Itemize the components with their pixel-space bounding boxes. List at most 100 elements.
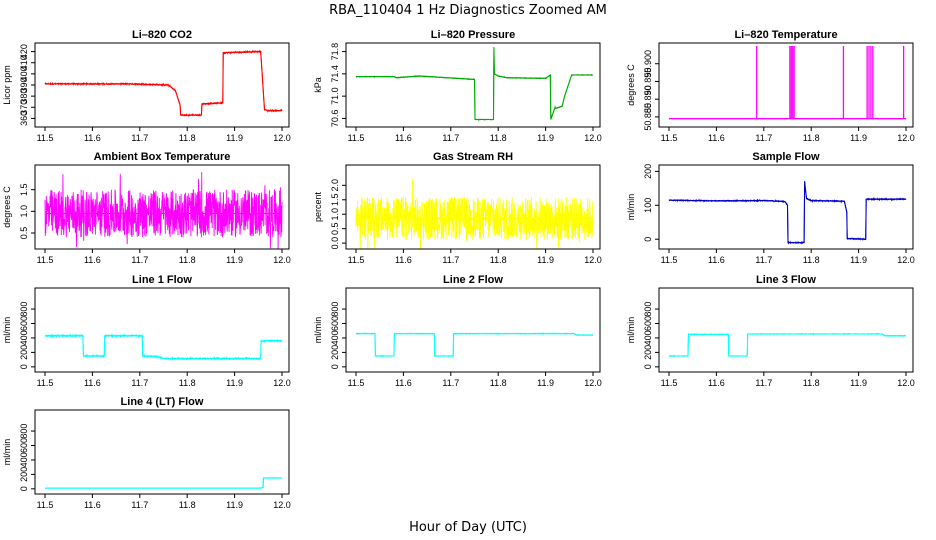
chart-panel: Li–820 Pressure kPa 11.5 11.6 11.7 11.8 11.9 12…	[313, 29, 602, 143]
series-group	[44, 49, 283, 118]
y-tick-label: 100	[643, 198, 653, 213]
series-line	[668, 332, 907, 358]
x-tick-label: 12.0	[584, 378, 602, 388]
x-tick-label: 11.8	[803, 255, 820, 265]
series-line	[44, 333, 283, 362]
x-tick-label: 11.5	[348, 133, 365, 143]
x-tick-label: 11.7	[442, 255, 459, 265]
x-tick-label: 11.5	[37, 133, 54, 143]
x-tick-label: 12.0	[584, 255, 602, 265]
x-tick-label: 11.8	[490, 255, 507, 265]
series-step-edges	[356, 47, 593, 121]
y-tick-label: 2.0	[330, 179, 340, 192]
y-tick-label: 70.6	[330, 110, 340, 128]
chart-title: Li–820 Temperature	[734, 29, 837, 41]
chart-panel: Line 3 Flow ml/min 11.5 11.6 11.7 11.8 11.9 12.…	[626, 274, 915, 388]
x-tick-label: 11.5	[348, 378, 365, 388]
figure-x-axis-label: Hour of Day (UTC)	[409, 520, 527, 535]
series-group	[668, 181, 907, 245]
panels-grid: Li–820 CO2 Licor ppm 11.5 11.6 11.7 11.8 11.9 1…	[2, 29, 915, 510]
chart-title: Gas Stream RH	[433, 151, 513, 163]
x-tick-label: 11.5	[37, 378, 54, 388]
chart-title: Li–820 CO2	[132, 29, 192, 41]
x-tick-label: 11.6	[708, 378, 725, 388]
series-group	[355, 47, 594, 122]
x-tick-label: 11.6	[395, 255, 412, 265]
y-axis-label: ml/min	[626, 317, 636, 344]
x-tick-label: 11.8	[803, 133, 820, 143]
plot-frame	[345, 42, 601, 128]
y-tick-label: 400	[330, 330, 340, 345]
plot-frame	[658, 42, 914, 128]
series-group	[355, 178, 594, 249]
x-tick-label: 11.5	[661, 133, 678, 143]
y-tick-label: 1.0	[19, 205, 29, 218]
y-tick-label: 800	[643, 302, 653, 317]
x-tick-label: 11.9	[850, 378, 867, 388]
y-axis-label: percent	[313, 191, 323, 222]
x-tick-label: 11.5	[37, 255, 54, 265]
y-tick-label: 600	[19, 438, 29, 453]
series-group	[669, 46, 906, 120]
series-group	[45, 477, 282, 489]
y-axis-label: ml/min	[2, 317, 12, 344]
x-tick-label: 11.5	[661, 255, 678, 265]
x-tick-label: 11.7	[755, 378, 772, 388]
y-tick-label: 800	[19, 424, 29, 439]
chart-title: Ambient Box Temperature	[94, 151, 231, 163]
y-tick-label: 600	[330, 316, 340, 331]
y-axis-label: ml/min	[626, 194, 636, 221]
x-tick-label: 11.8	[490, 378, 507, 388]
y-tick-label: 200	[643, 164, 653, 179]
y-tick-label: 600	[643, 316, 653, 331]
x-tick-label: 11.6	[395, 133, 412, 143]
y-tick-label: 200	[19, 467, 29, 482]
chart-title: Line 3 Flow	[756, 274, 816, 286]
y-tick-label: 400	[19, 330, 29, 345]
y-tick-label: 410	[19, 55, 29, 70]
x-tick-label: 11.9	[850, 255, 867, 265]
series-step-edges	[668, 181, 906, 244]
plot-frame	[658, 164, 914, 250]
x-tick-label: 11.9	[850, 133, 867, 143]
x-tick-label: 11.9	[537, 255, 554, 265]
x-tick-label: 11.6	[84, 133, 101, 143]
series-step-edges	[45, 335, 282, 360]
series-line	[355, 331, 594, 358]
series-step-edges	[356, 333, 593, 357]
x-tick-label: 11.8	[179, 133, 196, 143]
figure-title: RBA_110404 1 Hz Diagnostics Zoomed AM	[329, 3, 607, 18]
x-tick-label: 11.9	[226, 500, 243, 510]
series-line	[45, 477, 282, 489]
x-tick-label: 11.7	[131, 255, 148, 265]
x-tick-label: 11.6	[84, 500, 101, 510]
x-tick-label: 11.8	[490, 133, 507, 143]
x-tick-label: 11.8	[803, 378, 820, 388]
chart-panel: Li–820 Temperature degrees C 11.5 11.6 11.7 1…	[626, 29, 915, 143]
y-tick-label: 400	[19, 452, 29, 467]
chart-panel: Line 2 Flow ml/min 11.5 11.6 11.7 11.8 11.9 12.…	[313, 274, 602, 388]
plot-frame	[658, 287, 914, 373]
y-tick-label: 390	[19, 77, 29, 92]
y-tick-label: 400	[643, 330, 653, 345]
series-group	[44, 172, 283, 249]
chart-panel: Sample Flow ml/min 11.5 11.6 11.7 11.8 11.9 12.…	[626, 151, 915, 265]
y-tick-label: 0	[330, 364, 340, 369]
x-tick-label: 12.0	[273, 500, 291, 510]
series-group	[355, 331, 594, 358]
y-tick-label: 1.5	[330, 194, 340, 207]
x-tick-label: 11.7	[131, 500, 148, 510]
x-tick-label: 11.6	[708, 133, 725, 143]
y-tick-label: 400	[19, 66, 29, 81]
x-tick-label: 11.7	[755, 255, 772, 265]
chart-panel: Li–820 CO2 Licor ppm 11.5 11.6 11.7 11.8 11.9 1…	[2, 29, 291, 143]
x-tick-label: 11.5	[348, 255, 365, 265]
y-tick-label: 0.5	[19, 227, 29, 240]
chart-panel: Line 4 (LT) Flow ml/min 11.5 11.6 11.7 11.8 11…	[2, 396, 291, 510]
x-tick-label: 11.7	[755, 133, 772, 143]
x-tick-label: 12.0	[897, 133, 915, 143]
series-line	[44, 49, 283, 118]
x-tick-label: 12.0	[897, 378, 915, 388]
x-tick-label: 11.9	[226, 133, 243, 143]
